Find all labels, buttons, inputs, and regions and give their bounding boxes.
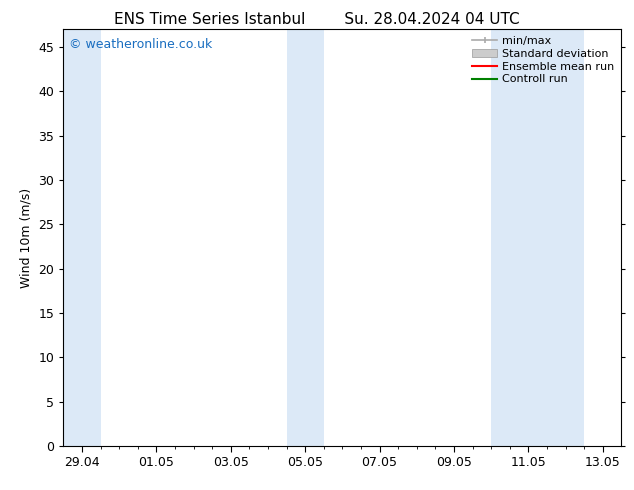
Text: ENS Time Series Istanbul        Su. 28.04.2024 04 UTC: ENS Time Series Istanbul Su. 28.04.2024 … [114, 12, 520, 27]
Bar [63, 29, 101, 446]
Text: © weatheronline.co.uk: © weatheronline.co.uk [69, 38, 212, 51]
Legend: min/max, Standard deviation, Ensemble mean run, Controll run: min/max, Standard deviation, Ensemble me… [468, 32, 619, 89]
Y-axis label: Wind 10m (m/s): Wind 10m (m/s) [20, 188, 33, 288]
Bar [491, 29, 584, 446]
Bar [287, 29, 324, 446]
